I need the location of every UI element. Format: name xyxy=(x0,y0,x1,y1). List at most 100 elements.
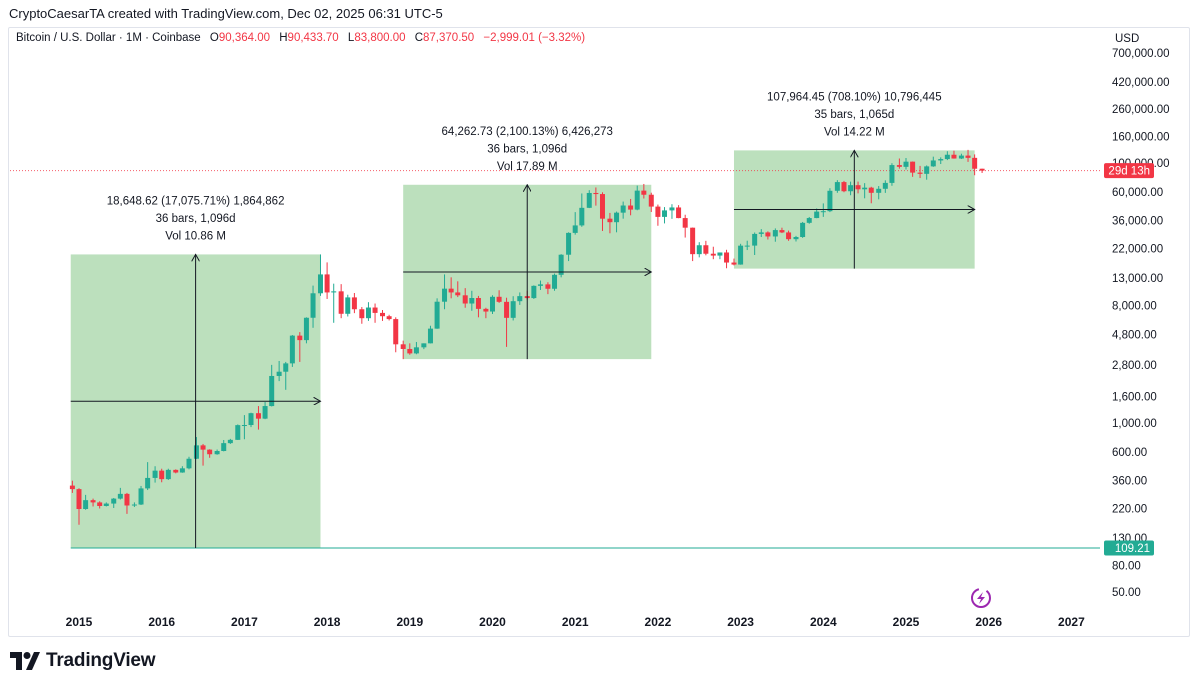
candle[interactable] xyxy=(552,273,558,291)
candlestick-series[interactable] xyxy=(69,149,985,525)
candle[interactable] xyxy=(765,231,771,240)
candle[interactable] xyxy=(972,154,978,176)
candle[interactable] xyxy=(173,469,179,474)
candle[interactable] xyxy=(434,298,440,329)
candle[interactable] xyxy=(117,487,123,500)
candle[interactable] xyxy=(324,262,330,299)
tradingview-logo[interactable]: TradingView xyxy=(10,650,156,672)
candle[interactable] xyxy=(910,161,916,177)
candle[interactable] xyxy=(442,274,448,310)
candle[interactable] xyxy=(214,449,220,455)
lightning-icon[interactable] xyxy=(971,588,991,608)
candle[interactable] xyxy=(227,438,233,444)
candle[interactable] xyxy=(758,229,764,238)
candle[interactable] xyxy=(917,165,923,179)
candle[interactable] xyxy=(566,232,572,262)
candle[interactable] xyxy=(696,242,702,258)
candle[interactable] xyxy=(255,406,261,430)
candle[interactable] xyxy=(862,183,868,199)
candle[interactable] xyxy=(662,207,668,224)
candle[interactable] xyxy=(924,165,930,180)
candle[interactable] xyxy=(400,340,406,360)
candle[interactable] xyxy=(455,281,461,298)
candle[interactable] xyxy=(124,492,130,514)
candle[interactable] xyxy=(724,249,730,269)
candle[interactable] xyxy=(531,285,537,299)
candle[interactable] xyxy=(90,498,96,507)
candle[interactable] xyxy=(896,158,902,169)
candle[interactable] xyxy=(868,186,874,204)
candle[interactable] xyxy=(579,193,585,227)
candle[interactable] xyxy=(427,325,433,344)
candle[interactable] xyxy=(331,283,337,323)
candle[interactable] xyxy=(510,296,516,321)
candle[interactable] xyxy=(827,188,833,213)
candle[interactable] xyxy=(572,212,578,235)
candle[interactable] xyxy=(717,252,723,260)
candle[interactable] xyxy=(317,254,323,296)
candle[interactable] xyxy=(131,502,137,507)
candle[interactable] xyxy=(979,168,985,173)
candle[interactable] xyxy=(586,190,592,209)
candle[interactable] xyxy=(276,360,282,382)
candle[interactable] xyxy=(620,201,626,219)
candle[interactable] xyxy=(345,294,351,317)
candle[interactable] xyxy=(76,488,82,525)
candle[interactable] xyxy=(786,230,792,241)
candle[interactable] xyxy=(365,302,371,321)
candle[interactable] xyxy=(848,181,854,196)
candle[interactable] xyxy=(738,243,744,265)
candle[interactable] xyxy=(903,157,909,170)
candle[interactable] xyxy=(448,277,454,299)
candle[interactable] xyxy=(380,309,386,321)
candle[interactable] xyxy=(152,466,158,483)
candle[interactable] xyxy=(241,415,247,440)
candle[interactable] xyxy=(200,443,206,466)
price-axis[interactable]: 50.0080.00130.00220.00360.00600.001,000.… xyxy=(1112,48,1170,599)
candle[interactable] xyxy=(710,246,716,260)
candle[interactable] xyxy=(269,364,275,407)
candle[interactable] xyxy=(537,280,543,290)
candle[interactable] xyxy=(310,285,316,328)
candle[interactable] xyxy=(469,290,475,311)
candle[interactable] xyxy=(958,153,964,160)
candle[interactable] xyxy=(393,317,399,353)
candle[interactable] xyxy=(462,288,468,308)
candle[interactable] xyxy=(889,163,895,186)
candle[interactable] xyxy=(690,227,696,262)
candle[interactable] xyxy=(614,211,620,233)
candle[interactable] xyxy=(744,240,750,251)
candle[interactable] xyxy=(938,157,944,165)
candle[interactable] xyxy=(628,198,634,216)
candle[interactable] xyxy=(413,341,419,355)
symbol-title[interactable]: Bitcoin / U.S. Dollar · 1M · Coinbase xyxy=(16,32,201,44)
candle[interactable] xyxy=(159,468,165,483)
candle[interactable] xyxy=(504,297,510,347)
candle[interactable] xyxy=(676,205,682,219)
candle[interactable] xyxy=(221,439,227,452)
candle[interactable] xyxy=(731,258,737,266)
candle[interactable] xyxy=(483,307,489,319)
candle[interactable] xyxy=(752,232,758,256)
candle[interactable] xyxy=(944,151,950,161)
candle[interactable] xyxy=(421,343,427,350)
candle[interactable] xyxy=(69,480,75,493)
candle[interactable] xyxy=(855,181,861,194)
candle[interactable] xyxy=(607,212,613,234)
candle[interactable] xyxy=(876,186,882,200)
candle[interactable] xyxy=(207,449,213,458)
candle[interactable] xyxy=(641,183,647,199)
candle[interactable] xyxy=(882,180,888,193)
candle[interactable] xyxy=(545,282,551,295)
currency-label[interactable]: USD xyxy=(1115,33,1140,45)
candle[interactable] xyxy=(703,240,709,256)
candle[interactable] xyxy=(248,412,254,428)
candle[interactable] xyxy=(772,228,778,242)
candle[interactable] xyxy=(145,462,151,491)
candle[interactable] xyxy=(517,292,523,305)
candle[interactable] xyxy=(179,466,185,473)
candle[interactable] xyxy=(262,402,268,420)
candle[interactable] xyxy=(634,185,640,211)
candle[interactable] xyxy=(386,314,392,321)
